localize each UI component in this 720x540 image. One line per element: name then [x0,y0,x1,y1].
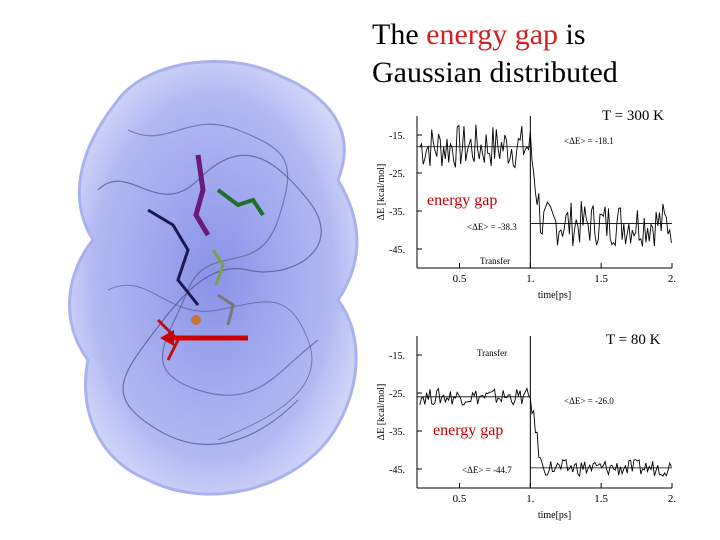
y-tick-label: -15. [389,351,405,362]
chart-300k-temperature: T = 300 K [600,108,666,125]
x-tick-label: 0.5 [453,493,467,505]
energy-gap-chart-300k: -15. -25. -35. -45. 0.5 1. 1.5 2. time[ps] ΔE [kc… [372,108,676,308]
y-tick-label: -25. [389,169,405,180]
annotation-label: <ΔE> = -18.1 [564,136,614,146]
x-tick-label: 1.5 [594,493,608,505]
x-tick-label: 1. [526,493,535,505]
x-tick-label: 2. [668,493,677,505]
chart-80k-svg: -15. -25. -35. -45. 0.5 1. 1.5 2. time[ps] ΔE [kc… [376,336,677,521]
annotation-label: <ΔE> = -44.7 [462,465,512,475]
annotation-label: Transfer [480,256,510,266]
x-tick-label: 1. [526,273,535,285]
annotation-label: Transfer [477,348,507,358]
chart-300k-svg: -15. -25. -35. -45. 0.5 1. 1.5 2. time[ps] ΔE [kc… [376,116,677,301]
y-tick-label: -45. [389,465,405,476]
energy-trace [419,124,672,247]
chart-300k-energy-gap-label: energy gap [424,192,501,210]
y-tick-label: -35. [389,207,405,218]
x-axis-label: time[ps] [538,290,571,301]
y-axis-label: ΔE [kcal/mol] [376,164,387,221]
protein-structure-icon [68,59,359,496]
title-line-2: Gaussian distributed [372,56,618,89]
y-tick-label: -45. [389,245,405,256]
x-tick-label: 0.5 [453,273,467,285]
x-tick-label: 2. [668,273,677,285]
title-line-1: The energy gap is [372,18,586,51]
x-axis-label: time[ps] [538,510,571,521]
x-tick-label: 1.5 [594,273,608,285]
y-tick-label: -25. [389,389,405,400]
energy-gap-chart-80k: -15. -25. -35. -45. 0.5 1. 1.5 2. time[ps] ΔE [kc… [372,328,676,528]
chart-80k-energy-gap-label: energy gap [430,422,507,440]
y-tick-label: -15. [389,131,405,142]
y-axis-label: ΔE [kcal/mol] [376,384,387,441]
annotation-label: <ΔE> = -38.3 [467,222,517,232]
energy-trace [419,387,672,478]
annotation-label: <ΔE> = -26.0 [564,396,614,406]
title-highlight: energy gap [426,18,559,51]
slide-title: The energy gap is Gaussian distributed [372,16,618,92]
chart-80k-temperature: T = 80 K [604,332,663,349]
y-tick-label: -35. [389,427,405,438]
